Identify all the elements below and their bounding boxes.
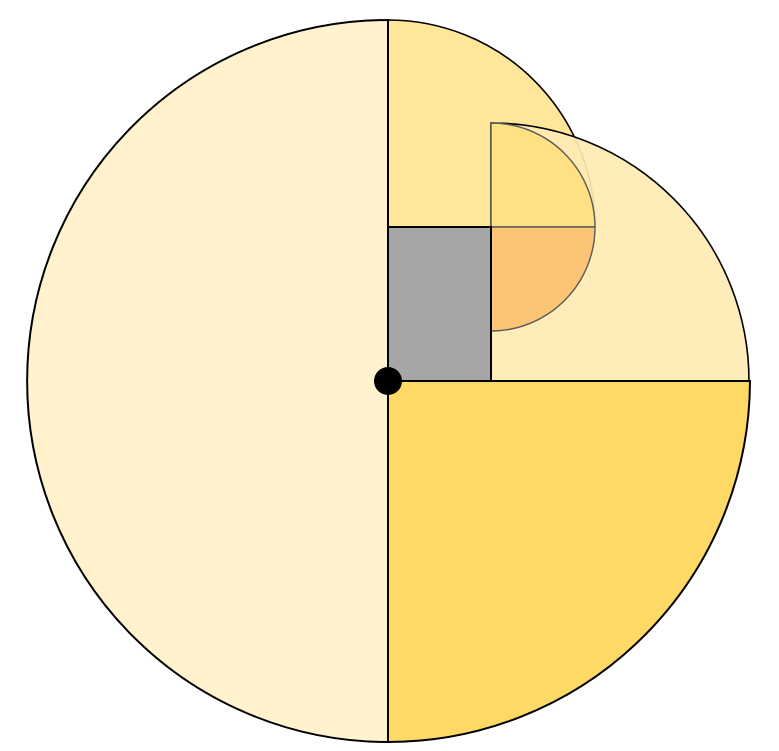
small-upper-quarter [490, 122, 596, 228]
large-left-half-disk [26, 18, 389, 744]
grey-square [387, 226, 492, 382]
small-lower-quarter [490, 226, 596, 332]
center-point [374, 367, 402, 395]
lower-right-quarter-disk [387, 380, 752, 744]
